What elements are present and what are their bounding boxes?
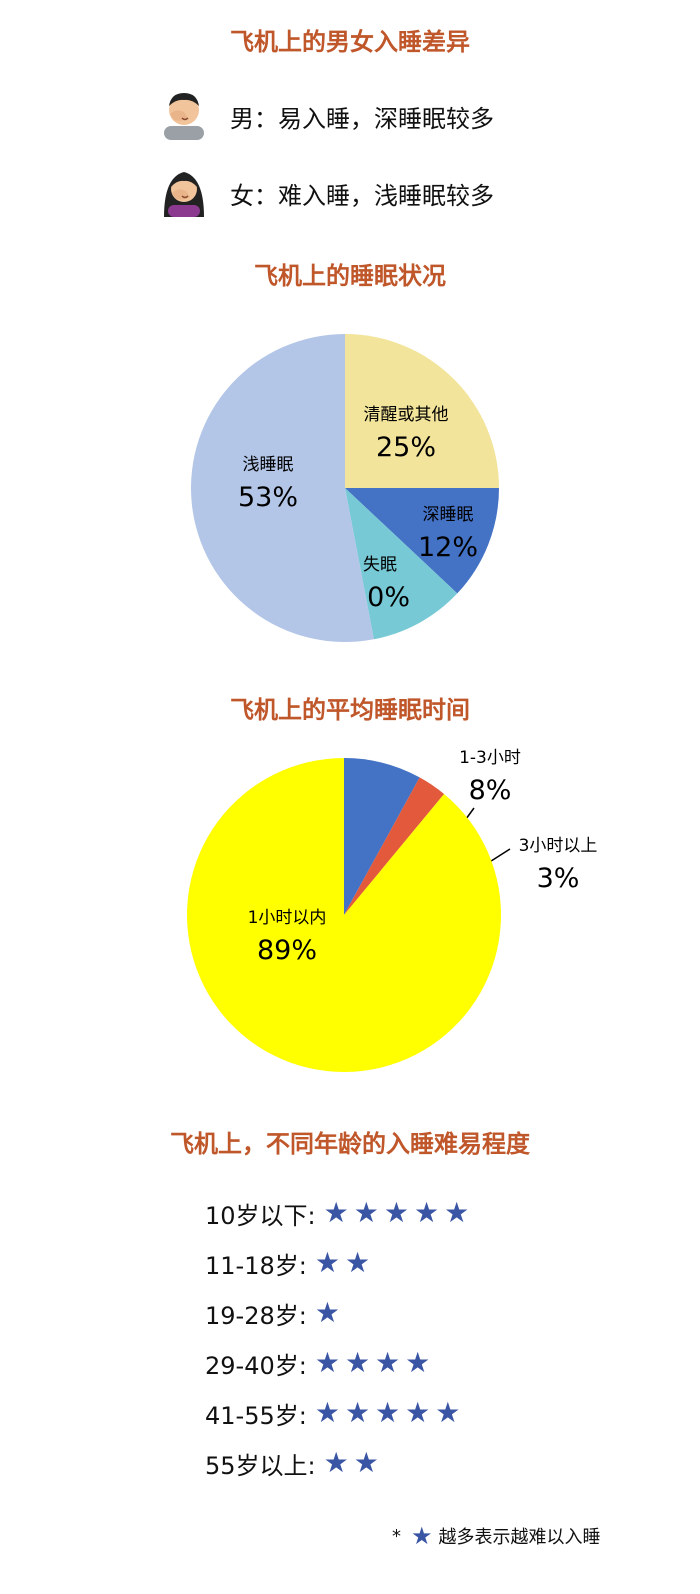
age-section-title: 飞机上，不同年龄的入睡难易程度 <box>170 1130 530 1158</box>
star-icon: ★ <box>405 1396 431 1429</box>
star-icon: ★ <box>435 1396 461 1429</box>
slice-value-2: 89% <box>257 935 317 966</box>
sleep-time-pie-chart: 1-3小时 8% 3小时以上 3% 1小时以内 89% <box>186 748 598 1072</box>
slice-label-2: 失眠 <box>363 555 397 575</box>
slice-label-0: 清醒或其他 <box>364 405 449 425</box>
slice-value-0: 8% <box>469 775 512 806</box>
pie-slice-0 <box>345 334 499 488</box>
star-rating: ★ ★ <box>315 1249 370 1277</box>
gender-text-female: 女：难入睡，浅睡眠较多 <box>230 181 494 210</box>
slice-label-2: 1小时以内 <box>248 908 327 928</box>
star-icon: ★ <box>444 1196 470 1229</box>
pie-slice-1 <box>344 777 445 915</box>
footnote-asterisk: * <box>392 1525 401 1547</box>
star-rating: ★ <box>315 1299 340 1327</box>
age-label: 11-18岁: <box>205 1251 307 1280</box>
slice-value-1: 12% <box>418 532 478 563</box>
star-icon: ★ <box>413 1196 440 1229</box>
slice-label-0: 1-3小时 <box>459 748 521 768</box>
star-icon: ★ <box>383 1196 409 1229</box>
star-icon: ★ <box>344 1246 371 1279</box>
star-icon: ★ <box>353 1446 379 1479</box>
star-icon: ★ <box>323 1446 349 1479</box>
gender-section-title: 飞机上的男女入睡差异 <box>230 28 470 56</box>
star-icon: ★ <box>314 1346 340 1379</box>
slice-label-1: 3小时以上 <box>519 836 598 856</box>
age-row: 55岁以上: ★ ★ <box>205 1443 379 1483</box>
star-rating: ★ ★ ★ ★ ★ <box>315 1399 461 1427</box>
slice-label-3: 浅睡眠 <box>243 455 294 475</box>
age-row: 19-28岁: ★ <box>205 1293 340 1333</box>
star-icon: ★ <box>405 1346 431 1379</box>
age-label: 55岁以上: <box>205 1451 316 1480</box>
star-icon: ★ <box>411 1522 433 1550</box>
woman-facepalm-icon <box>158 165 210 221</box>
star-icon: ★ <box>375 1396 401 1429</box>
slice-label-1: 深睡眠 <box>423 505 474 525</box>
star-icon: ★ <box>314 1246 340 1279</box>
star-icon: ★ <box>375 1346 401 1379</box>
age-row: 29-40岁: ★ ★ ★ ★ <box>205 1343 430 1383</box>
gender-text-male: 男：易入睡，深睡眠较多 <box>230 104 494 133</box>
age-label: 41-55岁: <box>205 1401 307 1430</box>
age-row: 41-55岁: ★ ★ ★ ★ ★ <box>205 1393 460 1433</box>
sleep-time-title: 飞机上的平均睡眠时间 <box>230 696 470 724</box>
pie-slice-2 <box>186 758 501 1072</box>
star-icon: ★ <box>314 1396 340 1429</box>
star-icon: ★ <box>314 1296 340 1329</box>
star-rating: ★ ★ ★ ★ ★ <box>324 1199 470 1227</box>
gender-row-male: 男：易入睡，深睡眠较多 <box>158 88 494 144</box>
age-row: 10岁以下: ★ ★ ★ ★ ★ <box>205 1193 469 1233</box>
pie-slice-1 <box>345 488 499 594</box>
star-icon: ★ <box>353 1196 379 1229</box>
footnote-text: 越多表示越难以入睡 <box>438 1527 601 1548</box>
star-icon: ★ <box>344 1396 371 1429</box>
slice-value-1: 3% <box>537 863 580 894</box>
pie-slice-2 <box>345 488 458 640</box>
pie-slice-3 <box>191 334 374 642</box>
pie-slice-0 <box>344 758 420 915</box>
age-label: 10岁以下: <box>205 1201 316 1230</box>
man-facepalm-icon <box>158 88 210 144</box>
star-icon: ★ <box>344 1346 371 1379</box>
star-icon: ★ <box>323 1196 349 1229</box>
gender-row-female: 女：难入睡，浅睡眠较多 <box>158 165 494 221</box>
sleep-status-title: 飞机上的睡眠状况 <box>254 262 446 290</box>
star-rating: ★ ★ <box>324 1449 379 1477</box>
slice-value-0: 25% <box>376 432 436 463</box>
age-label: 19-28岁: <box>205 1301 307 1330</box>
star-rating: ★ ★ ★ ★ <box>315 1349 430 1377</box>
footnote: * ★ 越多表示越难以入睡 <box>392 1522 601 1550</box>
age-row: 11-18岁: ★ ★ <box>205 1243 370 1283</box>
age-label: 29-40岁: <box>205 1351 307 1380</box>
slice-value-3: 53% <box>238 482 298 513</box>
leader-line-1 <box>487 848 511 864</box>
